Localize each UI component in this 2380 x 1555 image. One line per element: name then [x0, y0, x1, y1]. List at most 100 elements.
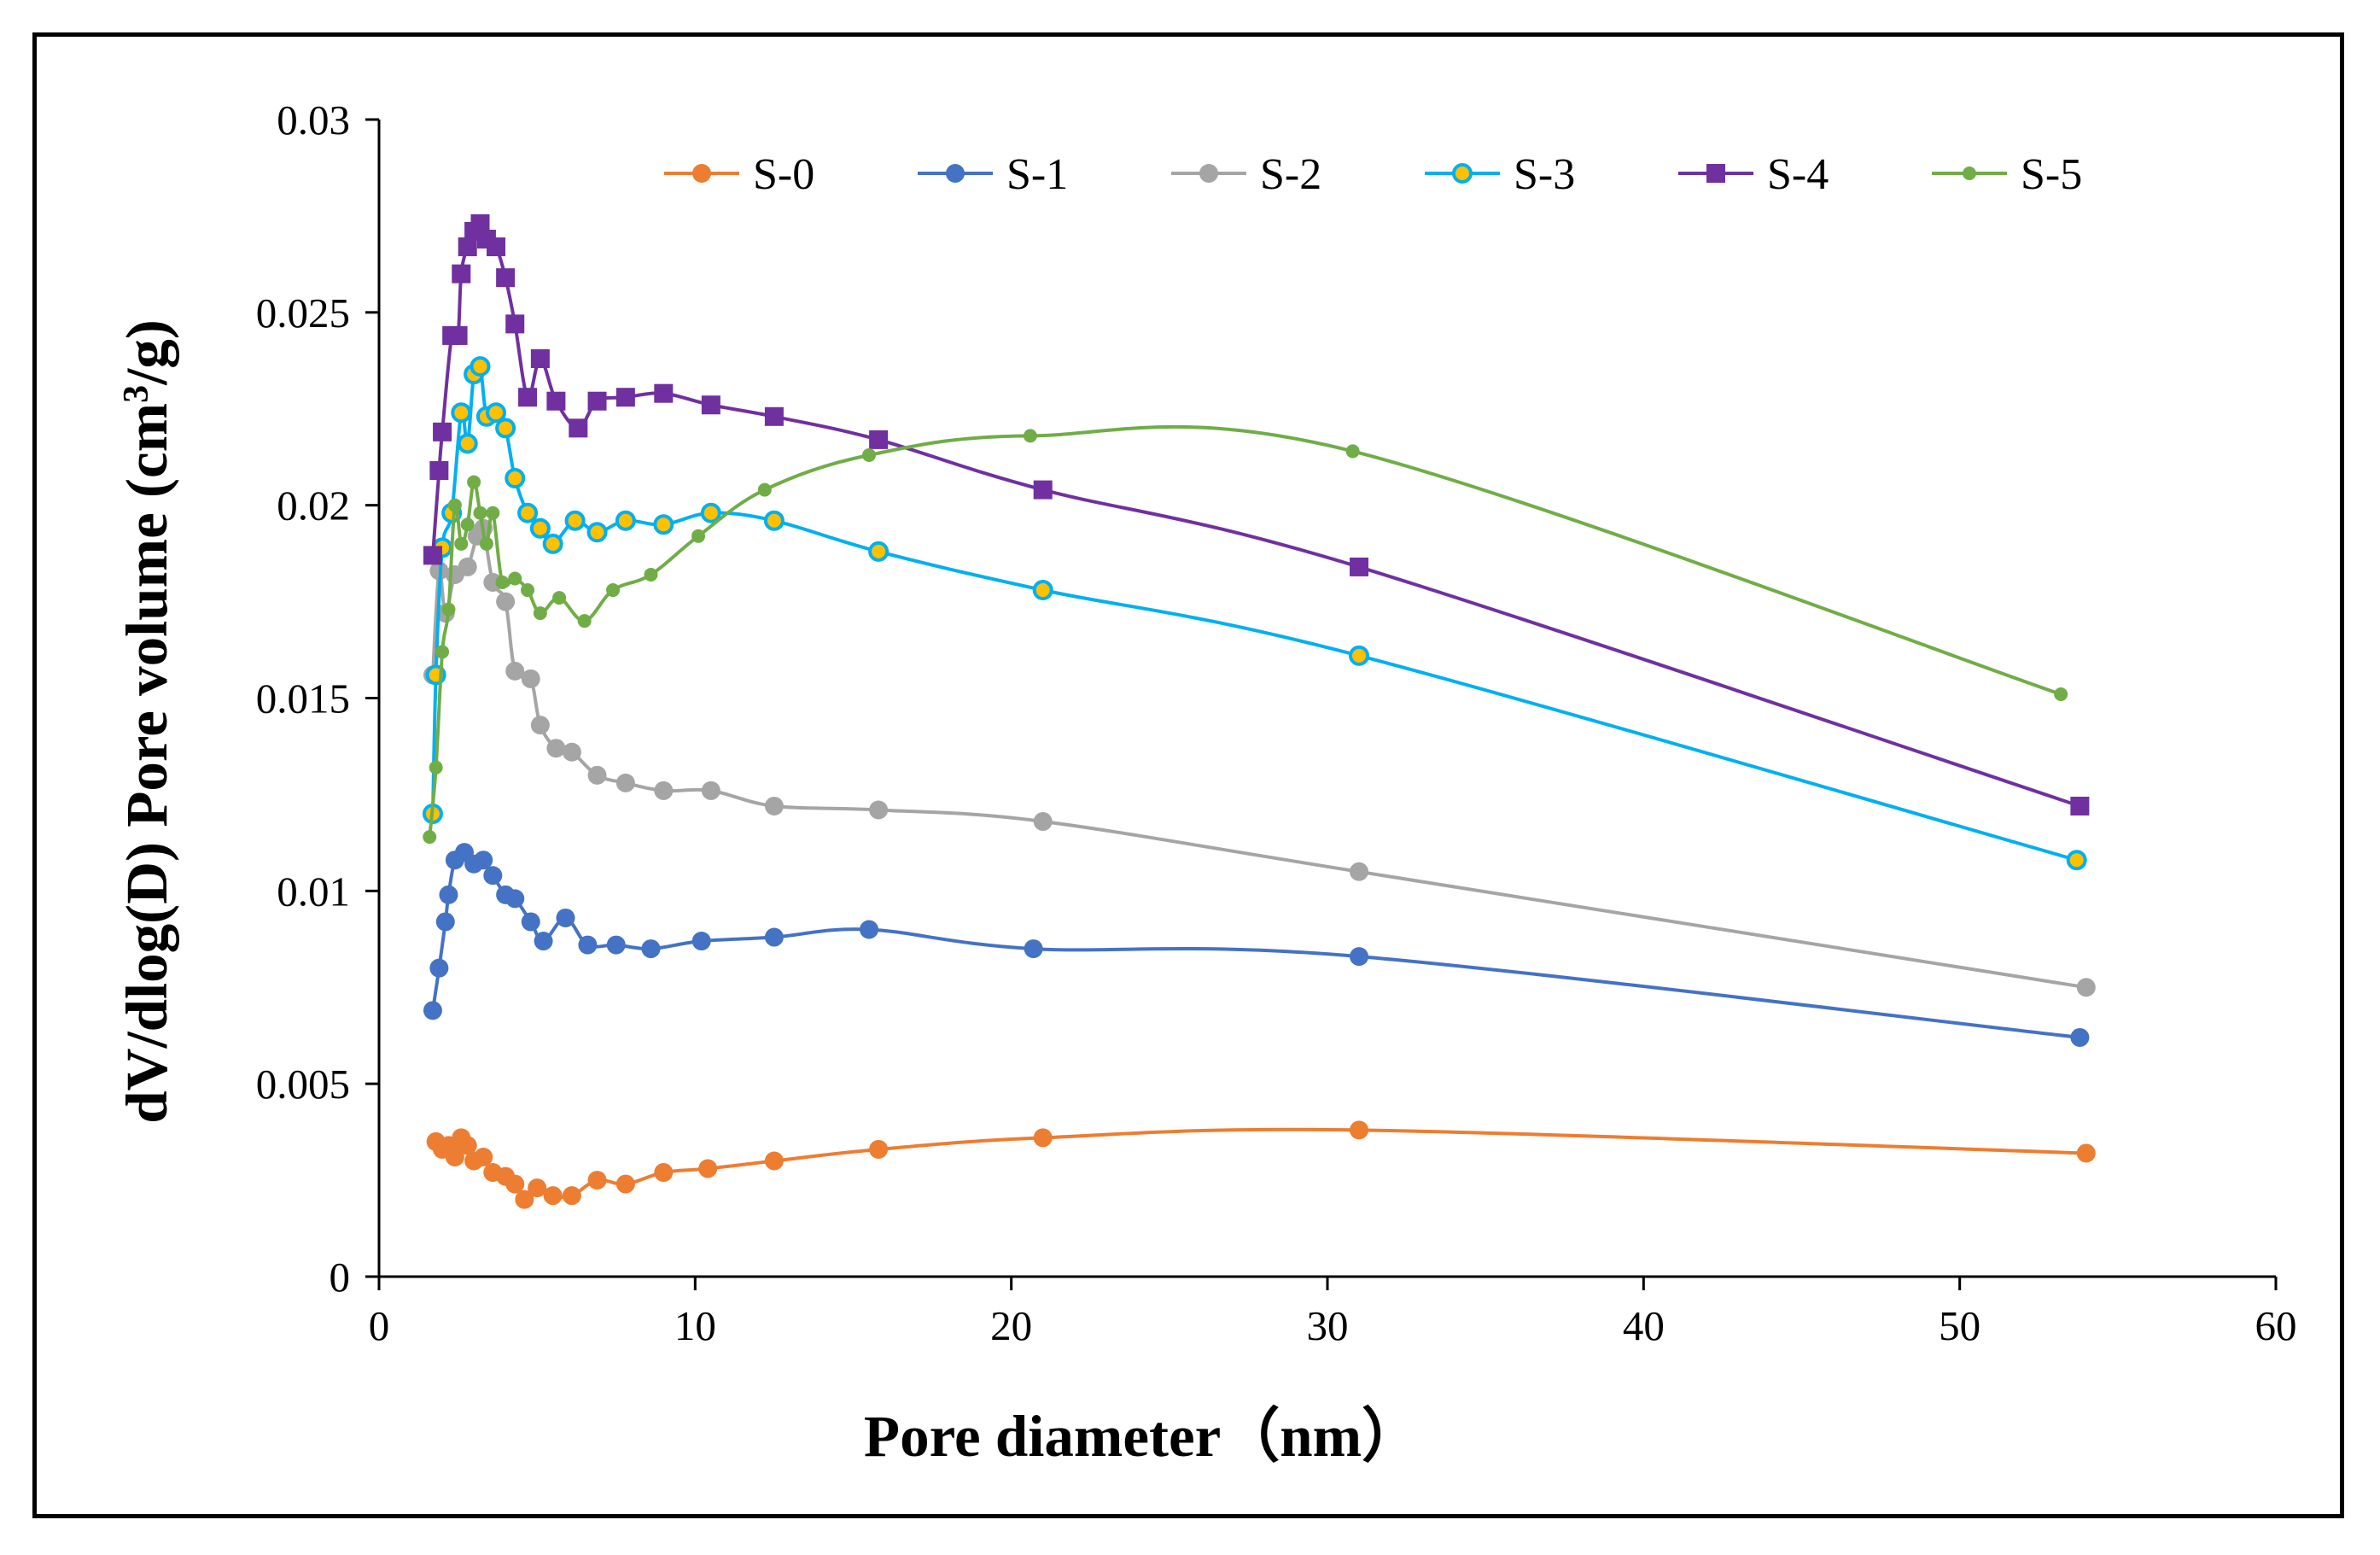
- data-point-s-0: [615, 1174, 635, 1194]
- data-point-s-4: [433, 422, 452, 441]
- data-point-s-0: [562, 1186, 581, 1206]
- data-point-s-3: [470, 356, 491, 377]
- y-axis-title-unit: /g): [114, 319, 179, 386]
- data-point-s-5: [473, 506, 487, 520]
- data-point-s-4: [1350, 557, 1369, 576]
- data-point-s-2: [869, 800, 889, 820]
- data-point-s-5: [1345, 444, 1360, 459]
- data-point-s-1: [1024, 939, 1043, 959]
- y-axis-title-superscript: 3: [117, 385, 156, 403]
- series-line-s-0: [435, 1127, 2086, 1201]
- legend-label: S-5: [2021, 150, 2082, 199]
- data-point-s-3: [451, 402, 472, 424]
- data-point-s-5: [2054, 687, 2068, 701]
- legend-item-s-4: S-4: [1678, 150, 1829, 199]
- series-line-s-2: [431, 523, 2087, 990]
- data-point-s-4: [764, 406, 784, 426]
- data-point-s-5: [429, 760, 443, 775]
- data-point-s-1: [429, 958, 449, 978]
- data-point-s-5: [691, 529, 706, 543]
- data-point-s-3: [542, 533, 563, 554]
- data-point-s-5: [467, 475, 481, 489]
- data-point-s-0: [515, 1190, 534, 1209]
- data-point-s-3: [653, 514, 674, 535]
- data-point-s-5: [862, 447, 877, 462]
- y-tick-label: 0: [330, 1254, 351, 1301]
- data-point-s-4: [869, 430, 889, 449]
- data-point-s-4: [546, 391, 566, 411]
- data-point-s-4: [2070, 796, 2090, 815]
- x-tick-label: 10: [674, 1302, 716, 1349]
- data-point-s-1: [534, 932, 553, 951]
- legend-item-s-0: S-0: [664, 150, 814, 199]
- data-point-s-4: [615, 388, 635, 407]
- data-point-s-1: [521, 912, 540, 932]
- data-point-s-5: [486, 506, 500, 520]
- data-point-s-0: [587, 1171, 607, 1190]
- x-tick-label: 20: [990, 1302, 1032, 1349]
- data-point-s-2: [615, 773, 635, 792]
- x-tick-label: 40: [1623, 1302, 1665, 1349]
- data-point-s-2: [764, 796, 784, 815]
- data-point-s-4: [429, 461, 449, 481]
- data-point-s-4: [701, 395, 720, 415]
- legend-label: S-4: [1767, 150, 1829, 199]
- y-tick-label: 0.005: [256, 1061, 350, 1108]
- data-point-s-0: [654, 1163, 674, 1183]
- data-point-s-4: [518, 388, 538, 407]
- data-point-s-0: [2076, 1143, 2096, 1163]
- legend-label: S-2: [1260, 150, 1321, 199]
- data-point-s-5: [533, 606, 547, 621]
- legend-item-s-1: S-1: [918, 150, 1068, 199]
- data-point-s-5: [441, 602, 456, 617]
- data-point-s-1: [556, 908, 575, 927]
- data-point-s-4: [654, 383, 674, 403]
- data-point-s-2: [1350, 862, 1369, 881]
- data-point-s-2: [496, 592, 516, 611]
- data-point-s-1: [578, 935, 598, 955]
- data-point-s-0: [458, 1136, 477, 1155]
- data-point-s-1: [641, 939, 661, 959]
- data-point-s-5: [508, 571, 522, 586]
- legend-swatch-marker: [1706, 164, 1725, 183]
- data-point-s-4: [423, 546, 442, 565]
- legend-swatch-marker: [1452, 163, 1473, 184]
- data-point-s-4: [530, 349, 550, 369]
- data-point-s-3: [495, 418, 516, 439]
- data-point-s-1: [474, 851, 493, 870]
- data-point-s-2: [530, 716, 550, 735]
- data-point-s-0: [543, 1186, 563, 1206]
- data-point-s-4: [470, 213, 490, 233]
- data-point-s-5: [495, 576, 510, 589]
- series-s-2: [423, 518, 2096, 997]
- x-tick-label: 50: [1939, 1302, 1980, 1349]
- data-point-s-5: [1023, 429, 1037, 443]
- data-point-s-1: [2070, 1027, 2090, 1047]
- legend-swatch-marker: [692, 164, 711, 183]
- x-tick-label: 60: [2255, 1302, 2297, 1349]
- data-point-s-5: [479, 536, 493, 551]
- data-point-s-2: [458, 557, 477, 576]
- data-point-s-3: [457, 433, 478, 454]
- data-point-s-5: [521, 583, 535, 598]
- data-point-s-0: [698, 1159, 718, 1178]
- data-point-s-3: [517, 502, 539, 523]
- data-point-s-0: [764, 1151, 784, 1171]
- data-point-s-3: [1032, 580, 1053, 601]
- data-point-s-5: [460, 517, 475, 532]
- x-tick-labels: 0 10 20 30 40 50 60: [369, 1302, 2297, 1349]
- data-point-s-2: [701, 780, 720, 800]
- data-point-s-2: [587, 765, 607, 785]
- legend-item-s-2: S-2: [1171, 150, 1321, 199]
- y-tick-label: 0.01: [277, 868, 350, 915]
- data-point-s-5: [757, 482, 772, 497]
- legend-item-s-5: S-5: [1932, 150, 2082, 199]
- data-point-s-2: [562, 742, 581, 762]
- series-line-s-5: [428, 424, 2062, 838]
- data-point-s-0: [1350, 1120, 1369, 1140]
- legend: S-0 S-1 S-2 S-3 S-4 S-5: [664, 150, 2082, 199]
- data-point-s-0: [505, 1174, 525, 1194]
- data-point-s-3: [486, 402, 507, 424]
- x-tick-label: 0: [369, 1302, 390, 1349]
